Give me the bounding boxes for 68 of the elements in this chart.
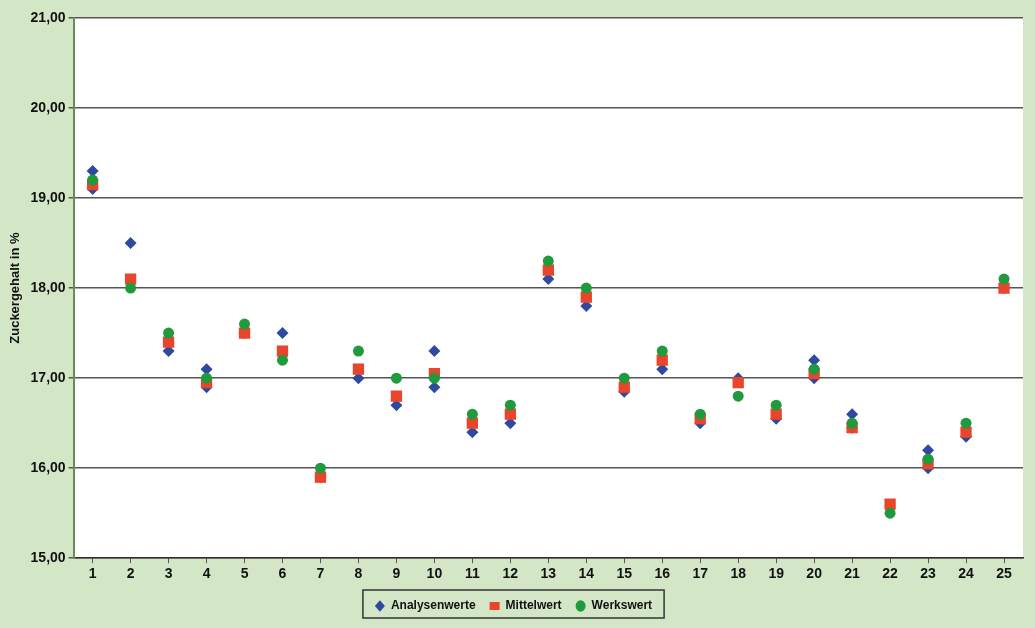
legend-label: Mittelwert (505, 598, 562, 613)
x-tick-label: 7 (316, 565, 325, 582)
x-tick-label: 6 (278, 565, 287, 582)
x-tick-label: 17 (692, 565, 709, 582)
x-tick-label: 24 (958, 565, 975, 582)
x-tick-label: 25 (996, 565, 1013, 582)
point (390, 390, 403, 402)
point (277, 354, 288, 366)
x-tick-label: 1 (88, 565, 97, 582)
point (694, 408, 706, 420)
x-tick-label: 21 (844, 565, 861, 582)
point (352, 363, 365, 375)
x-tick-label: 8 (354, 565, 363, 582)
point (580, 282, 592, 294)
x-tick-label: 11 (464, 565, 480, 582)
point (390, 372, 402, 384)
point (998, 273, 1010, 285)
point (466, 408, 478, 420)
point (163, 327, 175, 339)
x-tick-label: 22 (882, 565, 899, 582)
point (808, 363, 820, 375)
point (314, 462, 326, 474)
x-tick-label: 20 (806, 565, 823, 582)
x-tick-label: 4 (202, 565, 211, 582)
y-tick-label: 20,00 (30, 98, 66, 115)
legend-label: Analysenwerte (390, 598, 476, 613)
y-tick-label: 18,00 (30, 278, 66, 295)
point (276, 327, 289, 340)
y-tick-label: 21,00 (30, 8, 66, 25)
x-tick-label: 9 (392, 565, 401, 582)
point (504, 399, 516, 411)
x-tick-label: 19 (768, 565, 785, 582)
point (239, 318, 251, 330)
x-tick-label: 10 (426, 565, 443, 582)
y-tick-label: 17,00 (30, 368, 66, 385)
point (884, 498, 896, 510)
point (732, 390, 744, 402)
y-tick-label: 16,00 (30, 459, 66, 476)
point (960, 417, 972, 429)
point (618, 372, 630, 384)
point (201, 372, 213, 384)
y-tick-label: 19,00 (30, 188, 66, 205)
x-tick-label: 16 (654, 565, 671, 582)
point (125, 282, 137, 294)
x-tick-label: 12 (502, 565, 519, 582)
x-tick-label: 3 (164, 565, 173, 582)
legend-label: Werkswert (591, 598, 653, 613)
point (770, 399, 782, 411)
x-tick-label: 13 (540, 565, 557, 582)
x-tick-label: 5 (240, 565, 249, 582)
point (542, 255, 554, 267)
point (428, 345, 441, 358)
x-tick-label: 2 (126, 565, 135, 582)
point (846, 417, 858, 429)
x-tick-label: 18 (730, 565, 747, 582)
x-tick-label: 14 (578, 565, 595, 582)
point (732, 376, 744, 389)
point (87, 174, 99, 186)
point (124, 237, 137, 250)
point (884, 507, 896, 519)
y-tick-label: 15,00 (30, 549, 66, 566)
x-tick-label: 23 (920, 565, 937, 582)
point (922, 453, 934, 465)
point (656, 345, 668, 357)
point (428, 372, 440, 384)
x-tick-label: 15 (616, 565, 633, 582)
y-axis-title: Zuckergehalt in % (7, 232, 23, 344)
point (352, 345, 364, 357)
